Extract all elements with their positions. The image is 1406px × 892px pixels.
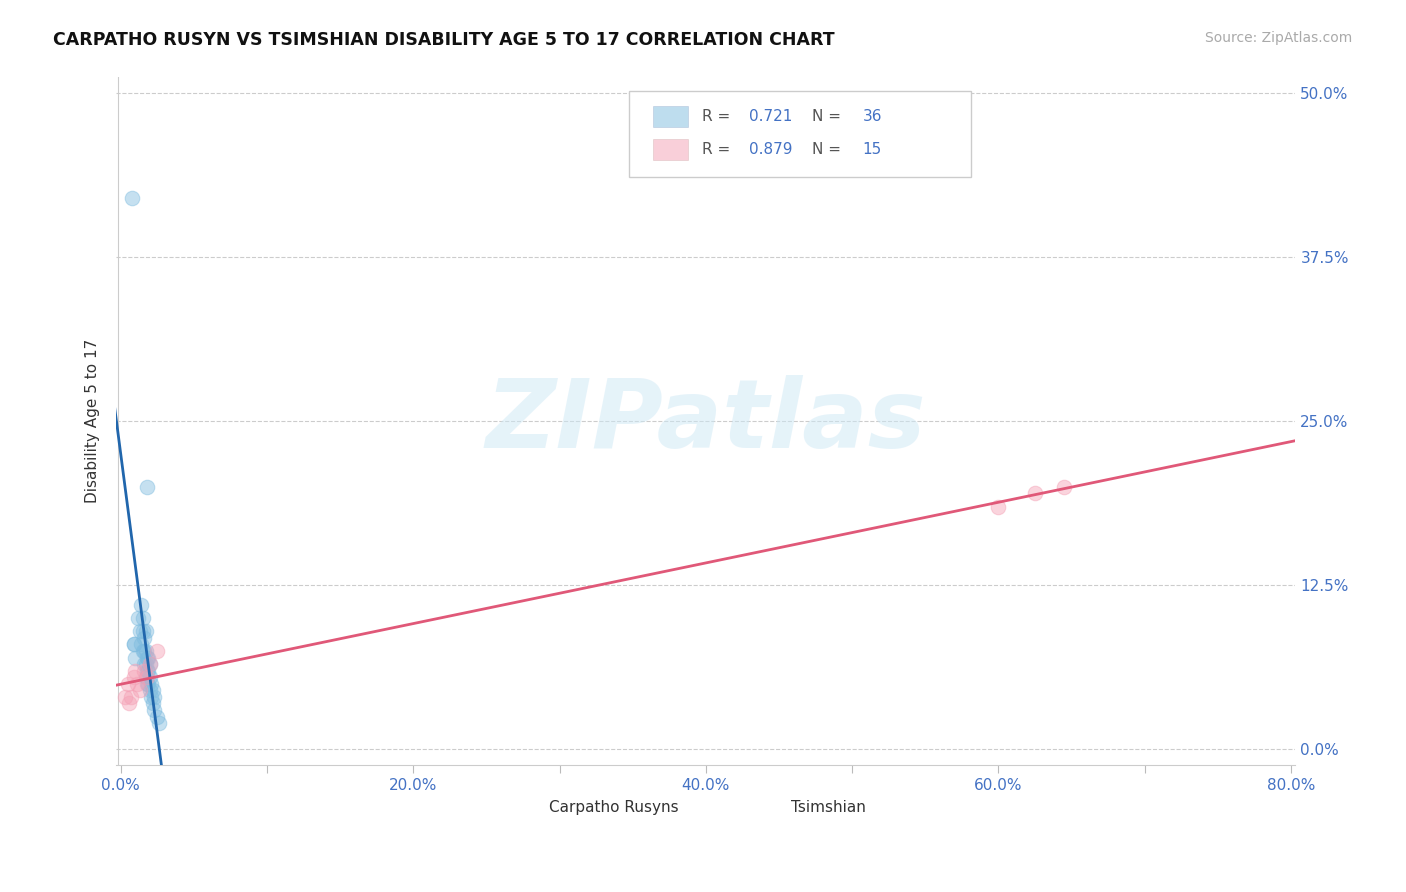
Point bbox=[128, 624, 150, 639]
Point bbox=[138, 677, 160, 691]
Text: Source: ZipAtlas.com: Source: ZipAtlas.com bbox=[1205, 31, 1353, 45]
Point bbox=[139, 657, 162, 672]
Point bbox=[132, 664, 155, 678]
Point bbox=[132, 631, 155, 645]
Text: R =: R = bbox=[703, 142, 735, 157]
Point bbox=[135, 670, 157, 684]
FancyBboxPatch shape bbox=[630, 91, 972, 178]
Point bbox=[129, 598, 152, 612]
Point bbox=[131, 644, 153, 658]
Point bbox=[129, 637, 152, 651]
Point bbox=[127, 611, 149, 625]
Point bbox=[114, 690, 136, 704]
Text: N =: N = bbox=[813, 109, 846, 124]
Point bbox=[1053, 480, 1076, 494]
Point bbox=[136, 480, 159, 494]
Point bbox=[139, 657, 162, 672]
Point bbox=[142, 697, 165, 711]
Point bbox=[1024, 486, 1046, 500]
Point bbox=[121, 191, 143, 205]
Point bbox=[135, 657, 157, 672]
Point bbox=[148, 716, 170, 731]
Point bbox=[124, 664, 146, 678]
Point bbox=[136, 664, 159, 678]
FancyBboxPatch shape bbox=[652, 139, 688, 160]
Point bbox=[131, 611, 153, 625]
Point bbox=[138, 650, 160, 665]
Point bbox=[135, 624, 157, 639]
Point bbox=[136, 650, 159, 665]
FancyBboxPatch shape bbox=[652, 106, 688, 127]
Text: R =: R = bbox=[703, 109, 735, 124]
Text: Carpatho Rusyns: Carpatho Rusyns bbox=[548, 799, 679, 814]
Point bbox=[122, 637, 145, 651]
Point bbox=[132, 657, 155, 672]
Point bbox=[146, 644, 169, 658]
Text: N =: N = bbox=[813, 142, 846, 157]
Point bbox=[122, 670, 145, 684]
Point bbox=[142, 683, 165, 698]
Point bbox=[143, 690, 166, 704]
Point bbox=[117, 677, 139, 691]
Point bbox=[136, 677, 159, 691]
Y-axis label: Disability Age 5 to 17: Disability Age 5 to 17 bbox=[86, 339, 100, 503]
Point bbox=[146, 709, 169, 723]
Point bbox=[139, 670, 162, 684]
Text: 36: 36 bbox=[863, 109, 882, 124]
Text: 0.721: 0.721 bbox=[749, 109, 793, 124]
Point bbox=[143, 703, 166, 717]
Point bbox=[120, 690, 142, 704]
Point bbox=[141, 677, 163, 691]
Point bbox=[128, 683, 150, 698]
Point bbox=[138, 664, 160, 678]
FancyBboxPatch shape bbox=[747, 804, 779, 816]
Text: ZIPatlas: ZIPatlas bbox=[485, 375, 927, 467]
Point bbox=[987, 500, 1010, 514]
Text: CARPATHO RUSYN VS TSIMSHIAN DISABILITY AGE 5 TO 17 CORRELATION CHART: CARPATHO RUSYN VS TSIMSHIAN DISABILITY A… bbox=[53, 31, 835, 49]
Point bbox=[122, 637, 145, 651]
Point bbox=[125, 677, 148, 691]
Point bbox=[136, 670, 159, 684]
Point bbox=[132, 644, 155, 658]
Point bbox=[139, 683, 162, 698]
Text: Tsimshian: Tsimshian bbox=[790, 799, 866, 814]
Text: 0.879: 0.879 bbox=[749, 142, 793, 157]
Point bbox=[141, 690, 163, 704]
Point bbox=[124, 650, 146, 665]
Point bbox=[135, 644, 157, 658]
FancyBboxPatch shape bbox=[505, 804, 537, 816]
Point bbox=[131, 624, 153, 639]
Text: 15: 15 bbox=[863, 142, 882, 157]
Point bbox=[118, 697, 141, 711]
